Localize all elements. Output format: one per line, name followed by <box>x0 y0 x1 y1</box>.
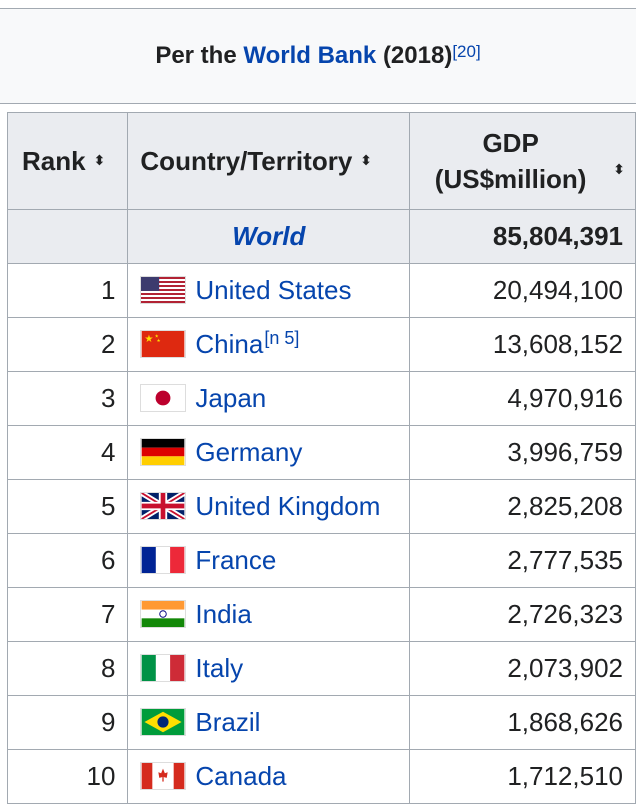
rank-cell: 1 <box>6 263 129 318</box>
country-cell: United Kingdom <box>127 479 411 534</box>
country-link[interactable]: Germany <box>195 436 303 467</box>
rank-cell: 2 <box>6 317 129 372</box>
country-cell: Japan <box>127 371 411 426</box>
world-row: World 85,804,391 <box>6 209 636 264</box>
italy-flag-icon <box>140 654 187 683</box>
rank-cell: 7 <box>6 587 129 642</box>
header-row: Rank ⬍ Country/Territory ⬍ GDP (US$million… <box>6 112 636 210</box>
rank-cell: 9 <box>6 695 129 750</box>
table-row: 5 United Kingdom 2,825,208 <box>6 479 636 534</box>
svg-text:★: ★ <box>155 334 159 340</box>
rank-header-label: Rank <box>22 145 86 176</box>
table-row: 3 Japan 4,970,916 <box>6 371 636 426</box>
world-rank-cell <box>6 209 129 264</box>
rank-cell: 4 <box>6 425 129 480</box>
country-link[interactable]: Japan <box>195 382 267 413</box>
rank-cell: 5 <box>6 479 129 534</box>
gdp-table: Rank ⬍ Country/Territory ⬍ GDP (US$million… <box>6 112 636 804</box>
country-link[interactable]: India <box>195 598 252 629</box>
caption-year: (2018) <box>382 42 453 69</box>
gdp-cell: 2,825,208 <box>409 479 636 534</box>
sort-icon[interactable]: ⬍ <box>613 161 625 177</box>
us-flag-icon <box>140 276 187 305</box>
country-link[interactable]: Canada <box>195 760 287 791</box>
country-link[interactable]: United States <box>195 274 352 305</box>
gdp-header-unit: (US$million) <box>434 164 587 194</box>
country-cell: Brazil <box>127 695 411 750</box>
table-row: 10 Canada 1,712,510 <box>6 749 636 804</box>
world-gdp-cell: 85,804,391 <box>409 209 636 264</box>
country-cell: Canada <box>127 749 411 804</box>
table-row: 9 Brazil 1,868,626 <box>6 695 636 750</box>
japan-flag-icon <box>140 384 187 413</box>
gdp-cell: 3,996,759 <box>409 425 636 480</box>
country-cell: Italy <box>127 641 411 696</box>
rank-column-header[interactable]: Rank ⬍ <box>6 112 129 210</box>
uk-flag-icon <box>140 492 187 521</box>
gdp-column-header[interactable]: GDP (US$million) ⬍ <box>409 112 636 210</box>
gdp-cell: 13,608,152 <box>409 317 636 372</box>
table-row: 2 ★ ★ ★ China[n 5] 13,608,152 <box>6 317 636 372</box>
country-header-label: Country/Territory <box>140 145 353 176</box>
table-row: 7 India 2,726,323 <box>6 587 636 642</box>
gdp-cell: 2,777,535 <box>409 533 636 588</box>
country-cell: Germany <box>127 425 411 480</box>
sort-icon[interactable]: ⬍ <box>93 152 106 169</box>
gdp-header-label: GDP <box>482 128 539 158</box>
sort-icon[interactable]: ⬍ <box>360 152 373 169</box>
world-name-cell[interactable]: World <box>127 209 411 264</box>
france-flag-icon <box>140 546 187 575</box>
country-link[interactable]: France <box>195 544 277 575</box>
svg-text:★: ★ <box>145 334 154 345</box>
country-column-header[interactable]: Country/Territory ⬍ <box>127 112 411 210</box>
svg-text:★: ★ <box>157 338 161 344</box>
table-row: 8 Italy 2,073,902 <box>6 641 636 696</box>
gdp-cell: 4,970,916 <box>409 371 636 426</box>
gdp-cell: 2,073,902 <box>409 641 636 696</box>
caption-prefix: Per the <box>155 42 237 69</box>
rank-cell: 10 <box>6 749 129 804</box>
world-link[interactable]: World <box>232 221 306 251</box>
country-cell: ★ ★ ★ China[n 5] <box>127 317 411 372</box>
gdp-cell: 2,726,323 <box>409 587 636 642</box>
germany-flag-icon <box>140 438 187 467</box>
table-caption: Per the World Bank (2018) [20] <box>0 8 636 104</box>
canada-flag-icon <box>140 762 187 791</box>
rank-cell: 8 <box>6 641 129 696</box>
reference-link[interactable]: [20] <box>452 42 481 61</box>
india-flag-icon <box>140 600 187 629</box>
rank-cell: 6 <box>6 533 129 588</box>
country-link[interactable]: China <box>195 328 264 359</box>
gdp-cell: 1,712,510 <box>409 749 636 804</box>
china-flag-icon: ★ ★ ★ <box>140 330 187 359</box>
gdp-cell: 20,494,100 <box>409 263 636 318</box>
table-row: 1 United States 20,494,100 <box>6 263 636 318</box>
country-link[interactable]: Italy <box>195 652 244 683</box>
rank-cell: 3 <box>6 371 129 426</box>
table-row: 4 Germany 3,996,759 <box>6 425 636 480</box>
country-link[interactable]: Brazil <box>195 706 261 737</box>
footnote-link[interactable]: [n 5] <box>264 327 300 348</box>
world-bank-link[interactable]: World Bank <box>243 42 377 69</box>
brazil-flag-icon <box>140 708 187 737</box>
country-link[interactable]: United Kingdom <box>195 490 381 521</box>
country-cell: India <box>127 587 411 642</box>
table-row: 6 France 2,777,535 <box>6 533 636 588</box>
country-cell: France <box>127 533 411 588</box>
gdp-cell: 1,868,626 <box>409 695 636 750</box>
country-cell: United States <box>127 263 411 318</box>
